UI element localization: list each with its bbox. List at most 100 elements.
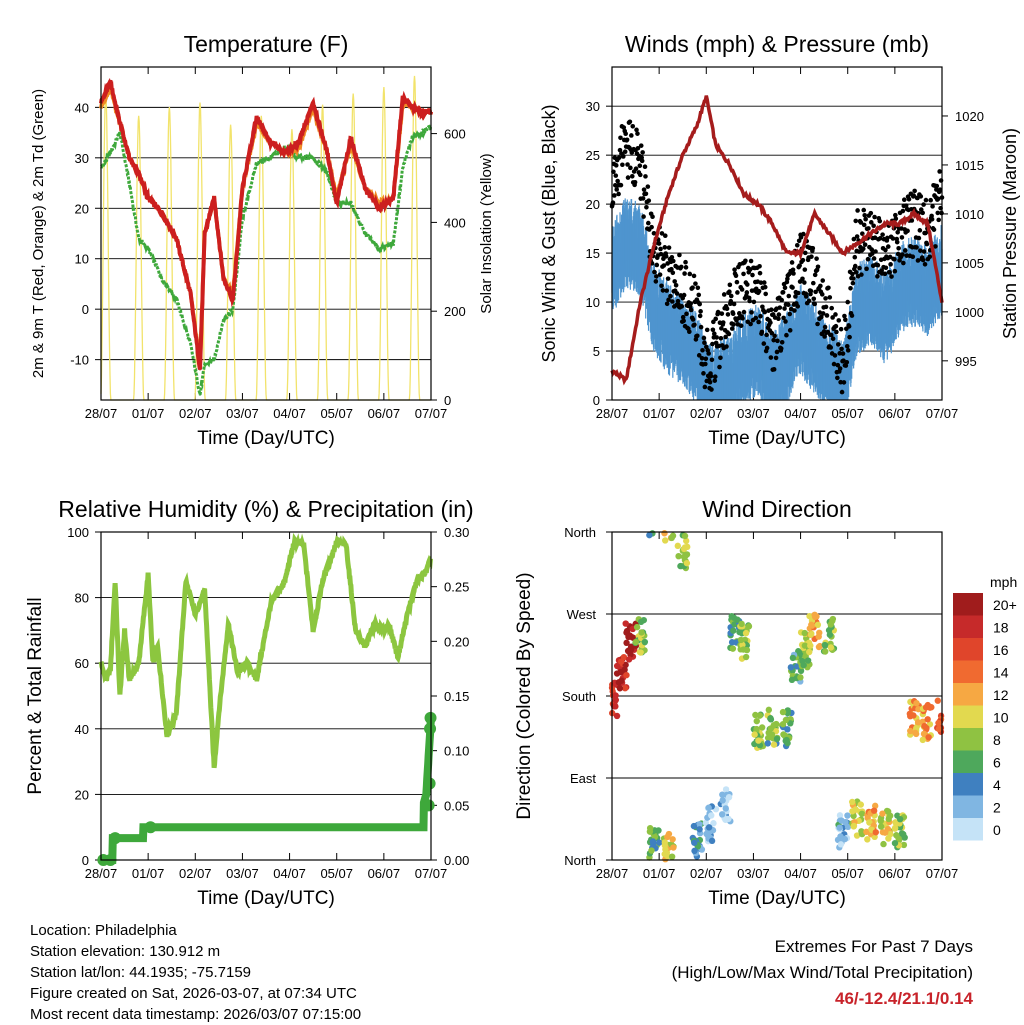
legend-title: mph <box>990 574 1017 590</box>
gust-point <box>621 125 627 130</box>
gust-point <box>779 297 785 303</box>
direction-point <box>702 819 710 827</box>
direction-point <box>789 654 797 662</box>
gust-point <box>841 380 847 385</box>
gust-point <box>910 254 916 260</box>
y-right-tick-label: 400 <box>444 215 466 230</box>
temp-point <box>269 141 272 144</box>
gust-point <box>612 193 617 198</box>
direction-point <box>641 638 649 646</box>
gust-point <box>838 326 844 332</box>
direction-point <box>626 632 633 639</box>
direction-point <box>768 731 776 738</box>
gust-point <box>820 311 826 316</box>
gust-point <box>703 356 709 362</box>
direction-point <box>696 821 703 828</box>
temp-point <box>213 197 215 199</box>
y-tick-label: 0 <box>82 302 89 317</box>
gust-point <box>670 258 676 264</box>
temp-point <box>128 182 131 184</box>
x-tick-label: 02/07 <box>179 406 212 421</box>
gust-point <box>772 333 777 339</box>
gust-point <box>798 235 804 240</box>
gust-point <box>776 316 781 322</box>
gust-point <box>643 174 648 179</box>
x-tick-label: 05/07 <box>831 406 864 421</box>
x-tick-label: 05/07 <box>320 866 353 881</box>
y-right-tick-label: 0.25 <box>444 580 469 595</box>
gust-point <box>723 334 728 340</box>
y-right-tick-label: 1020 <box>955 109 984 124</box>
gust-point <box>936 217 941 223</box>
gust-point <box>835 362 841 368</box>
gust-point <box>809 254 814 259</box>
station-elevation: Station elevation: 130.912 m <box>30 943 221 960</box>
gust-point <box>641 187 647 192</box>
legend-swatch <box>953 818 983 841</box>
direction-point <box>857 801 864 808</box>
gust-point <box>888 262 893 267</box>
gust-point <box>782 285 788 291</box>
gust-point <box>624 137 630 143</box>
gust-point <box>662 245 668 250</box>
temp-point <box>326 172 329 174</box>
gust-point <box>637 163 643 169</box>
gust-point <box>877 218 883 224</box>
gust-point <box>921 249 927 254</box>
gust-point <box>719 326 724 331</box>
gust-point <box>616 155 622 161</box>
direction-point <box>872 829 880 836</box>
temp-point <box>175 298 178 300</box>
direction-point <box>656 839 663 846</box>
x-tick-label: 06/07 <box>879 406 912 421</box>
direction-point <box>782 716 790 724</box>
direction-point <box>612 696 619 704</box>
gust-point <box>920 257 926 263</box>
gust-point <box>830 315 835 320</box>
gust-point <box>875 262 881 268</box>
direction-point <box>708 812 715 819</box>
temp-point <box>326 151 329 154</box>
gust-point <box>875 274 880 279</box>
gust-point <box>718 355 723 361</box>
gust-point <box>610 200 616 205</box>
gust-point <box>773 355 779 361</box>
direction-point <box>722 786 730 793</box>
gust-point <box>730 311 736 317</box>
gust-point <box>796 238 802 244</box>
gust-point <box>862 212 867 218</box>
direction-point <box>779 708 787 716</box>
direction-point <box>816 629 823 636</box>
gust-point <box>728 298 734 304</box>
y-tick-label: 20 <box>75 201 89 216</box>
direction-point <box>822 648 829 655</box>
direction-point <box>764 740 771 747</box>
temp-point <box>213 358 215 361</box>
gust-point <box>899 235 905 240</box>
gust-point <box>712 331 717 337</box>
gust-point <box>801 231 806 237</box>
y-tick-label: North <box>564 853 596 868</box>
gust-point <box>616 191 621 197</box>
winds-ylabel-right: Station Pressure (Maroon) <box>1000 128 1020 339</box>
temp-point <box>203 363 206 366</box>
data-timestamp: Most recent data timestamp: 2026/03/07 0… <box>30 1006 362 1023</box>
direction-point <box>622 661 629 669</box>
x-tick-label: 02/07 <box>179 866 212 881</box>
gust-point <box>924 241 930 247</box>
direction-point <box>743 646 751 654</box>
gust-point <box>795 290 801 296</box>
x-tick-label: 07/07 <box>926 406 959 421</box>
gust-point <box>829 305 834 311</box>
direction-point <box>887 831 894 838</box>
gust-point <box>917 228 923 233</box>
temp-point <box>364 187 366 189</box>
gust-point <box>629 173 635 179</box>
temperature-panel: Temperature (F) 28/07 01/07 02/07 03/07 04/07… <box>30 31 495 449</box>
direction-point <box>858 810 866 817</box>
temp-point <box>378 202 380 205</box>
direction-point <box>613 662 621 670</box>
gust-point <box>866 226 871 231</box>
gust-point <box>695 285 701 291</box>
gust-point <box>734 279 740 285</box>
